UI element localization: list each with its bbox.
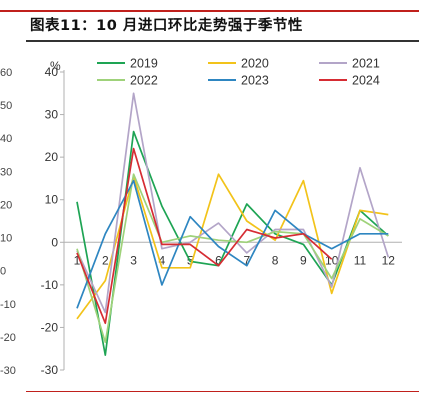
neighbor-axis-label: 10 <box>0 233 12 245</box>
neighbor-axis-label: 60 <box>0 67 12 79</box>
y-tick-label: -10 <box>41 278 59 292</box>
title-underline <box>26 40 419 42</box>
y-tick-label: 10 <box>45 193 59 207</box>
series-line-2020 <box>76 173 389 320</box>
neighbor-axis-label: 20 <box>0 199 12 211</box>
neighbor-axis-label: -30 <box>0 365 16 377</box>
y-tick-label: 20 <box>45 150 59 164</box>
legend-label-2020: 2020 <box>241 57 269 71</box>
x-tick-label: 6 <box>215 253 222 267</box>
series-line-2023 <box>76 179 389 309</box>
x-tick-label: 11 <box>354 253 367 267</box>
series-line-2021 <box>76 92 390 314</box>
legend-label-2023: 2023 <box>241 74 269 88</box>
x-tick-label: 8 <box>272 253 279 267</box>
figure-title: 图表11：10 月进口环比走势强于季节性 <box>30 18 303 34</box>
y-unit-label: % <box>50 59 61 73</box>
y-tick-label: 0 <box>51 235 58 249</box>
x-tick-label: 4 <box>159 253 166 267</box>
neighbor-axis-label: 30 <box>0 166 12 178</box>
neighbor-axis-label: 50 <box>0 100 12 112</box>
x-tick-label: 9 <box>300 253 307 267</box>
neighbor-axis-label: -20 <box>0 332 16 344</box>
series-line-2024 <box>76 147 333 325</box>
y-tick-label: -30 <box>41 363 59 377</box>
neighbor-axis-label: 40 <box>0 133 12 145</box>
legend-label-2024: 2024 <box>352 74 380 88</box>
x-tick-label: 12 <box>382 253 396 267</box>
y-tick-label: 40 <box>45 65 59 79</box>
legend-label-2019: 2019 <box>130 57 158 71</box>
x-tick-label: 7 <box>243 253 250 267</box>
bottom-rule <box>26 391 419 392</box>
x-tick-label: 3 <box>130 253 137 267</box>
series-line-2022 <box>76 173 389 344</box>
top-accent-rule <box>0 10 419 12</box>
y-tick-label: -20 <box>41 320 59 334</box>
legend-label-2022: 2022 <box>130 74 158 88</box>
series-line-2019 <box>76 130 389 356</box>
neighbor-axis-label: -10 <box>0 299 16 311</box>
x-tick-label: 2 <box>102 253 109 267</box>
x-tick-label: 1 <box>74 253 81 267</box>
neighbor-axis-label: 0 <box>0 266 6 278</box>
legend-label-2021: 2021 <box>352 57 380 71</box>
y-tick-label: 30 <box>45 108 59 122</box>
